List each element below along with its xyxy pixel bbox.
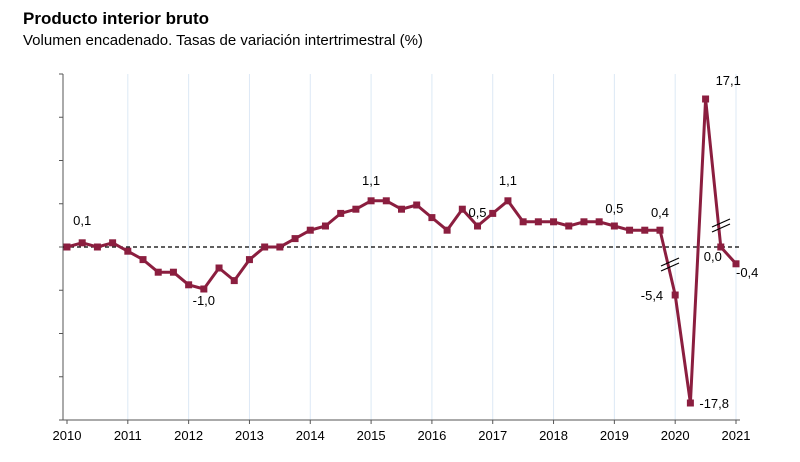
data-point (428, 214, 436, 222)
data-point (321, 222, 329, 230)
chart-title: Producto interior bruto (23, 9, 210, 28)
data-point (398, 205, 405, 213)
data-point (93, 243, 101, 251)
data-point (245, 256, 253, 264)
x-tick-label: 2015 (357, 428, 386, 443)
data-point (169, 268, 177, 276)
x-tick-label: 2018 (539, 428, 568, 443)
data-point (489, 209, 497, 217)
data-point (230, 277, 238, 285)
x-tick-label: 2021 (722, 428, 751, 443)
data-label: 1,1 (499, 173, 517, 188)
data-point (686, 399, 694, 407)
data-point (732, 260, 740, 268)
data-point (595, 218, 603, 226)
data-point (367, 197, 375, 205)
data-point (641, 226, 649, 234)
data-point (458, 205, 466, 213)
data-point (291, 235, 299, 243)
data-point (63, 243, 71, 251)
data-label: -17,8 (699, 396, 729, 411)
data-point (474, 222, 482, 230)
data-point (519, 218, 527, 226)
chart-subtitle: Volumen encadenado. Tasas de variación i… (23, 32, 423, 49)
data-point (78, 239, 86, 247)
data-point (261, 243, 269, 251)
data-point (215, 264, 223, 272)
data-label: -5,4 (641, 288, 663, 303)
data-label: 17,1 (716, 73, 741, 88)
data-point (656, 226, 664, 234)
data-point (306, 226, 314, 234)
data-label: -0,4 (736, 265, 758, 280)
data-point (504, 197, 512, 205)
data-point (550, 218, 558, 226)
data-point (382, 197, 390, 205)
x-tick-label: 2019 (600, 428, 629, 443)
data-label: 0,0 (704, 249, 722, 264)
data-point (565, 222, 573, 230)
x-tick-label: 2013 (235, 428, 264, 443)
data-point (443, 226, 451, 234)
data-point (610, 222, 618, 230)
data-point (717, 243, 725, 251)
axis-break-mark (660, 257, 680, 267)
axis-break-mark (711, 218, 731, 228)
x-tick-label: 2012 (174, 428, 203, 443)
data-label: 0,4 (651, 205, 669, 220)
data-point (580, 218, 588, 226)
axis-break-mark (660, 262, 680, 272)
x-tick-label: 2010 (53, 428, 82, 443)
data-point (185, 281, 193, 289)
data-point (337, 209, 345, 217)
x-tick-label: 2020 (661, 428, 690, 443)
data-point (124, 247, 132, 255)
data-point (109, 239, 117, 247)
data-point (200, 285, 208, 293)
data-label: 0,1 (73, 213, 91, 228)
data-label: 0,5 (468, 205, 486, 220)
data-point (154, 268, 162, 276)
data-point (534, 218, 542, 226)
x-tick-label: 2017 (478, 428, 507, 443)
series-line (66, 97, 738, 405)
x-tick-label: 2016 (417, 428, 446, 443)
data-point (626, 226, 634, 234)
x-tick-label: 2011 (114, 428, 142, 443)
data-label: -1,0 (193, 293, 215, 308)
data-point (139, 256, 147, 264)
data-point (702, 95, 710, 103)
axis-break-mark (711, 223, 731, 233)
data-point (352, 205, 360, 213)
data-point (671, 291, 679, 299)
x-tick-label: 2014 (296, 428, 325, 443)
data-label: 1,1 (362, 173, 380, 188)
data-point (413, 201, 421, 209)
data-point (276, 243, 284, 251)
data-label: 0,5 (605, 201, 623, 216)
